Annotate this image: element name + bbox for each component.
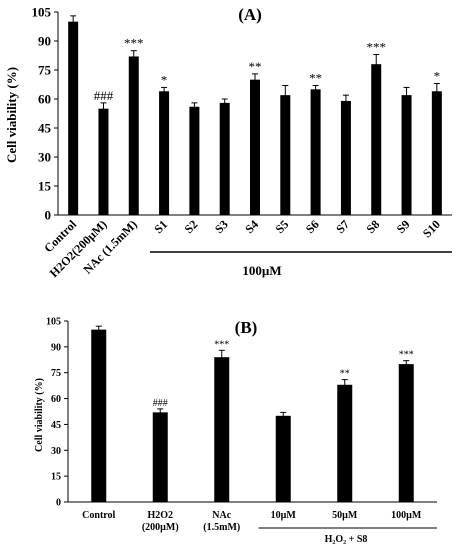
chart-b-category-label: H2O2	[147, 510, 173, 521]
chart-a-y-tick-label: 0	[45, 208, 52, 223]
chart-a-bar	[98, 108, 109, 215]
chart-b-title: (B)	[235, 318, 258, 337]
chart-a-significance-label: *	[161, 72, 168, 87]
chart-b-category-label: 100µM	[391, 510, 422, 521]
chart-a-y-tick-label: 105	[32, 5, 52, 20]
chart-a-category-label: S1	[151, 217, 170, 236]
chart-a-bar	[159, 91, 170, 215]
chart-a-category-label: S2	[182, 217, 201, 236]
chart-a-category-label: S4	[242, 217, 261, 236]
chart-b-group-label: H₂O₂ + S8	[325, 534, 368, 545]
chart-a-category-label: S3	[212, 217, 231, 236]
chart-b-y-axis-label: Cell viability (%)	[34, 378, 45, 452]
chart-b-y-tick-label: 0	[56, 498, 61, 509]
chart-a-category-label: S6	[303, 217, 322, 236]
chart-b-y-tick-label: 75	[51, 368, 61, 379]
chart-a-y-tick-label: 15	[38, 179, 52, 194]
chart-a-bar	[401, 95, 412, 215]
chart-a-y-axis-label: Cell viability (%)	[4, 67, 19, 163]
chart-b-y-tick-label: 30	[51, 446, 61, 457]
chart-a-significance-label: ###	[94, 88, 114, 103]
chart-b-y-tick-label: 90	[51, 342, 61, 353]
chart-a-significance-label: **	[249, 59, 262, 74]
chart-b-bar	[337, 384, 353, 502]
chart-b-bar	[275, 415, 291, 502]
chart-b-bar	[214, 357, 230, 502]
chart-b-bar	[91, 329, 107, 502]
chart-a-category-label: S9	[394, 217, 413, 236]
chart-a-bar	[310, 89, 321, 215]
chart-a-bar	[68, 21, 79, 215]
chart-a-y-tick-label: 60	[38, 92, 51, 107]
chart-b-significance-label: ***	[399, 350, 414, 361]
chart-b-category-label: 50µM	[332, 510, 358, 521]
chart-b-y-tick-label: 45	[51, 420, 61, 431]
chart-b-category-label: Control	[82, 510, 115, 521]
chart-b-y-tick-label: 15	[51, 472, 61, 483]
chart-b-category-label: (200µM)	[142, 522, 179, 533]
chart-a: (A) Cell viability (%) 100µM 0 15 30 45 60 75…	[4, 5, 452, 280]
chart-b-y-tick-label: 60	[51, 394, 61, 405]
chart-a-bar	[280, 95, 291, 215]
chart-a-significance-label: ***	[366, 40, 386, 55]
chart-b-category-label: (1.5mM)	[203, 522, 240, 533]
chart-b-bar	[152, 412, 168, 502]
chart-a-y-tick-label: 75	[38, 63, 52, 78]
chart-a-bar	[250, 79, 260, 216]
chart-a-bar	[219, 102, 230, 215]
chart-a-y-tick-label: 30	[38, 150, 51, 165]
chart-a-title: (A)	[238, 5, 262, 24]
chart-a-bar	[128, 56, 139, 215]
chart-b-category-label: 10µM	[271, 510, 297, 521]
chart-a-y-tick-label: 45	[38, 121, 52, 136]
chart-b: (B) Cell viability (%) H₂O₂ + S8 0 15 30 45…	[34, 317, 437, 545]
chart-a-y-tick-label: 90	[38, 34, 51, 49]
chart-a-category-label: S7	[333, 217, 352, 236]
chart-a-category-label: S10	[420, 217, 443, 240]
chart-a-bar	[189, 106, 200, 215]
chart-a-significance-label: *	[434, 69, 441, 84]
chart-a-significance-label: **	[309, 70, 322, 85]
chart-a-category-label: S8	[363, 217, 382, 236]
chart-a-bar	[431, 91, 442, 215]
chart-b-significance-label: **	[340, 369, 350, 380]
chart-a-category-label: S5	[273, 217, 292, 236]
chart-b-bar	[398, 364, 414, 502]
chart-b-category-label: NAc	[212, 510, 231, 521]
chart-a-bar	[340, 100, 351, 215]
chart-a-significance-label: ***	[124, 36, 144, 51]
chart-b-significance-label: ###	[153, 398, 168, 409]
chart-b-significance-label: ***	[214, 339, 229, 350]
chart-b-y-tick-label: 105	[46, 317, 61, 328]
chart-a-group-label: 100µM	[242, 263, 281, 278]
chart-a-bar	[371, 64, 382, 215]
